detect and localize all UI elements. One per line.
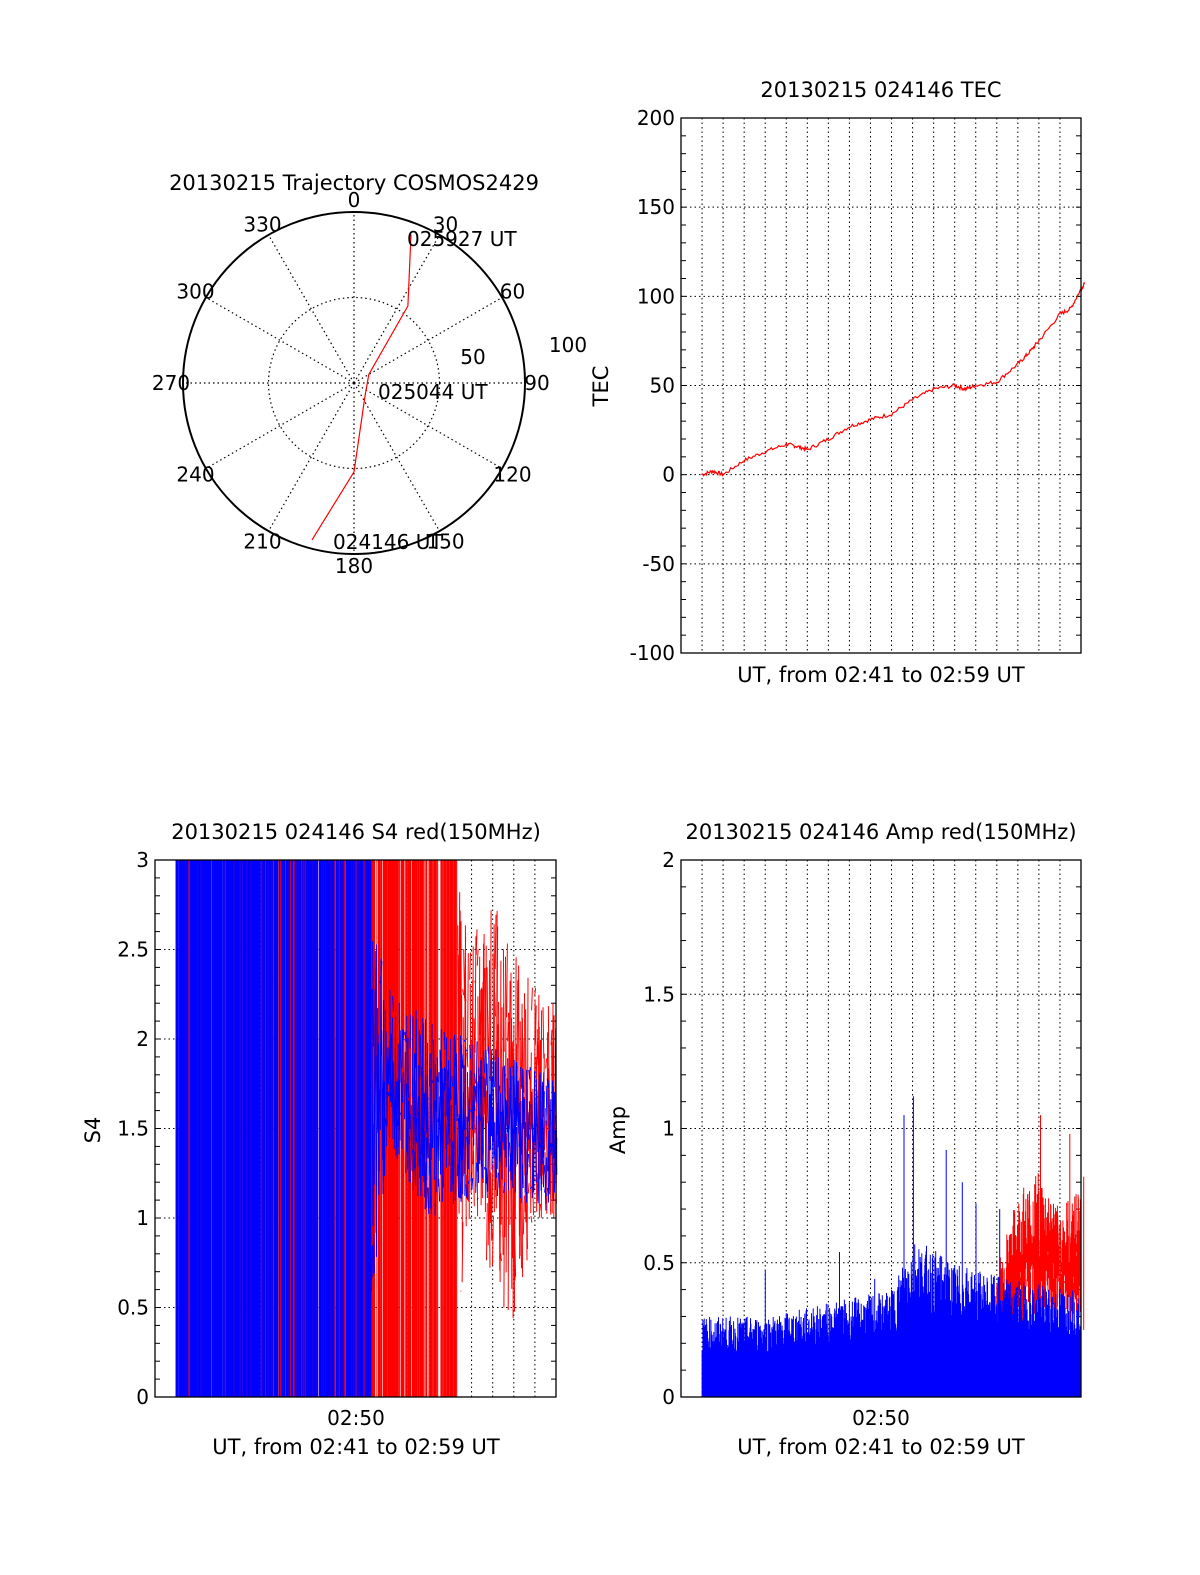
polar-angle-label: 90 [524, 371, 549, 395]
s4-xlabel: UT, from 02:41 to 02:59 UT [212, 1435, 500, 1459]
polar-spoke-1 [353, 234, 441, 384]
s4-y-tick-label: 1.5 [117, 1117, 149, 1141]
track-label-start: 024146 UT [333, 530, 443, 554]
tec-y-tick-label: 200 [637, 106, 675, 130]
s4-panel: 20130215 024146 S4 red(150MHz) 3 2.5 2 1.5 1… [81, 820, 558, 1459]
amp-ylabel: Amp [606, 1106, 630, 1154]
tec-y-tick-label: -50 [642, 552, 675, 576]
tec-y-tick-label: 100 [637, 284, 675, 308]
trajectory-track [311, 234, 412, 541]
polar-spoke-7 [267, 382, 355, 532]
amp-xlabel: UT, from 02:41 to 02:59 UT [737, 1435, 1025, 1459]
polar-spoke-8 [205, 382, 355, 470]
polar-angle-label: 330 [243, 213, 281, 237]
radius-label-50: 50 [460, 345, 485, 369]
polar-angle-label: 120 [493, 463, 531, 487]
polar-angle-label: 180 [335, 554, 373, 578]
s4-y-tick-label: 2.5 [117, 938, 149, 962]
trajectory-panel: 20130215 Trajectory COSMOS2429 0 30 60 90 12… [152, 171, 587, 578]
tec-y-tick-label: 0 [662, 463, 675, 487]
polar-angle-label: 150 [426, 530, 464, 554]
amp-y-tick-label: 0 [662, 1385, 675, 1409]
polar-angle-label: 300 [176, 280, 214, 304]
polar-angle-label: 30 [433, 213, 458, 237]
s4-plot-frame [154, 859, 557, 1398]
s4-title: 20130215 024146 S4 red(150MHz) [171, 820, 541, 844]
amp-x-tick-label: 02:50 [852, 1406, 910, 1430]
polar-spoke-10 [205, 296, 355, 384]
tec-plot-frame [680, 117, 1082, 654]
amp-y-tick-label: 1.5 [643, 982, 675, 1006]
polar-angle-label: 270 [152, 371, 190, 395]
polar-angle-label: 210 [243, 530, 281, 554]
trajectory-title: 20130215 Trajectory COSMOS2429 [169, 171, 539, 195]
tec-panel: 20130215 024146 TEC 200150100500-50-100 … [589, 78, 1086, 687]
tec-ylabel: TEC [589, 366, 613, 408]
tec-y-tick-label: 50 [650, 374, 675, 398]
polar-spoke-2 [353, 296, 503, 384]
s4-y-tick-label: 3 [136, 848, 149, 872]
tec-title: 20130215 024146 TEC [760, 78, 1001, 102]
amp-y-tick-label: 0.5 [643, 1251, 675, 1275]
polar-outer-circle [182, 211, 526, 555]
amp-title: 20130215 024146 Amp red(150MHz) [685, 820, 1076, 844]
track-label-middle: 025044 UT [378, 380, 488, 404]
tec-y-tick-label: -100 [630, 641, 675, 665]
tec-grid [681, 117, 1081, 654]
polar-spoke-11 [267, 234, 355, 384]
polar-angle-label: 0 [348, 188, 361, 212]
s4-y-tick-label: 1 [136, 1206, 149, 1230]
amp-y-tick-label: 2 [662, 848, 675, 872]
polar-angle-label: 60 [500, 280, 525, 304]
s4-blue-series [175, 860, 558, 1397]
polar-angle-label: 240 [176, 463, 214, 487]
polar-spoke-4 [353, 382, 503, 470]
tec-series [701, 282, 1086, 477]
polar-grid [183, 212, 525, 554]
amp-plot-frame [680, 859, 1082, 1398]
amp-panel: 20130215 024146 Amp red(150MHz) 2 1.5 1 0.5… [606, 820, 1085, 1459]
s4-y-tick-label: 0.5 [117, 1296, 149, 1320]
amp-y-tick-label: 1 [662, 1117, 675, 1141]
s4-ylabel: S4 [81, 1117, 105, 1144]
s4-y-tick-labels: 3 2.5 2 1.5 1 0.5 0 [117, 848, 149, 1409]
amp-blue-series [701, 1096, 1082, 1397]
tec-y-tick-label: 150 [637, 195, 675, 219]
radius-label-100: 100 [549, 333, 587, 357]
s4-x-tick-label: 02:50 [327, 1406, 385, 1430]
s4-y-tick-label: 2 [136, 1027, 149, 1051]
tec-xlabel: UT, from 02:41 to 02:59 UT [737, 663, 1025, 687]
polar-angle-labels: 0 30 60 90 120 150 180 210 240 270 300 330 [152, 188, 550, 578]
track-label-end: 025927 UT [407, 227, 517, 251]
amp-y-tick-labels: 2 1.5 1 0.5 0 [643, 848, 675, 1409]
polar-spoke-5 [353, 382, 441, 532]
s4-y-tick-label: 0 [136, 1385, 149, 1409]
tec-y-tick-labels: 200 150 100 50 0 -50 -100 [630, 106, 675, 665]
